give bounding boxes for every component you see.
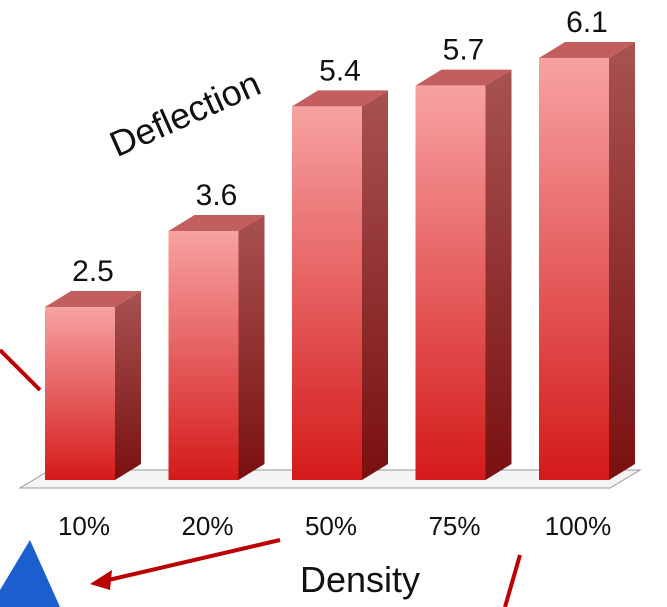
bar [45,307,115,480]
decor-line [0,348,42,392]
bar-side [115,291,141,480]
bar-top [539,42,635,58]
decor-shape [0,540,60,607]
decor-line [503,554,522,607]
x-tick-label: 20% [181,511,233,541]
value-label: 5.7 [443,34,485,67]
x-axis-label: Density [300,559,420,600]
bar-side [485,69,512,481]
bar-top [415,69,512,86]
value-label: 2.5 [72,255,114,288]
bar [292,106,362,480]
x-tick-label: 100% [545,511,612,541]
bar-side [238,214,265,481]
x-tick-label: 10% [58,511,110,541]
x-tick-label: 75% [428,511,480,541]
bar-side [362,90,388,480]
value-label: 6.1 [566,6,608,39]
bar-top [292,90,388,107]
bar [415,85,486,481]
bar [168,230,239,480]
value-label: 3.6 [196,179,238,212]
decor-arrowhead [90,570,112,590]
bar-top [168,214,265,231]
bar [539,58,609,480]
chart-title: Deflection [103,62,266,165]
value-label: 5.4 [319,54,361,87]
x-tick-label: 50% [305,511,357,541]
bar-side [609,42,635,480]
bar-top [45,291,141,308]
decor-arrow [99,538,281,584]
